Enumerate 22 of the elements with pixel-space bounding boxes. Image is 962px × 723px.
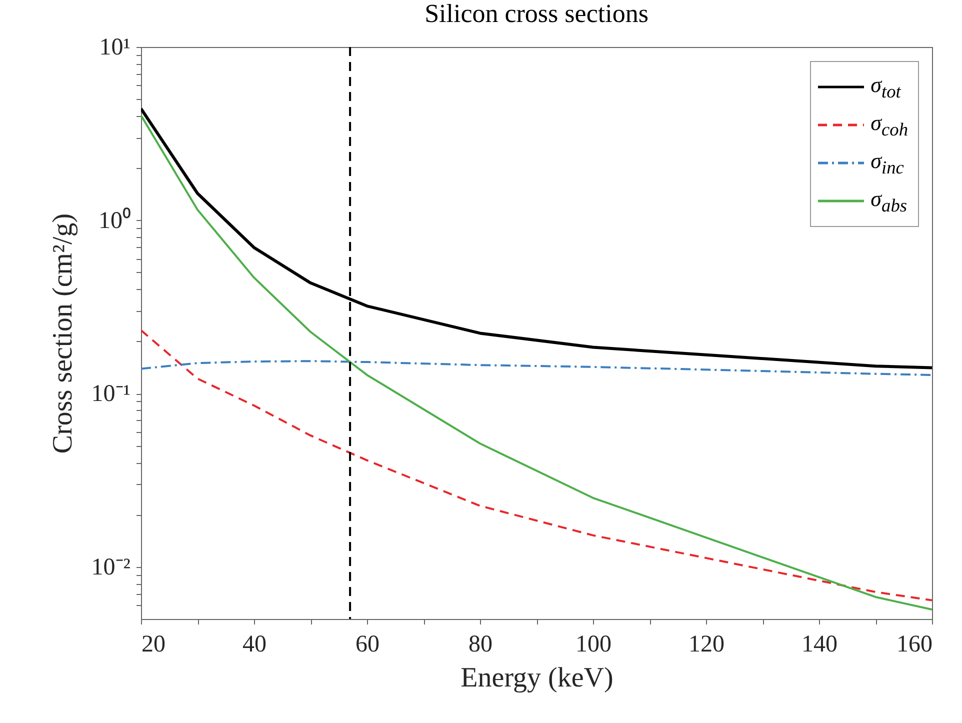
y-axis-title: Cross section (cm²/g) <box>47 213 78 454</box>
x-tick-label: 60 <box>356 632 380 658</box>
y-tick-label: 10⁰ <box>98 206 130 234</box>
line-series <box>141 360 932 376</box>
x-axis-title: Energy (keV) <box>460 662 614 694</box>
x-tick-label: 120 <box>688 632 724 658</box>
line-series <box>141 114 932 611</box>
y-tick-label: 10⁻¹ <box>91 381 130 408</box>
x-tick-label: 160 <box>896 632 932 658</box>
y-tick-label: 10⁻² <box>91 554 130 580</box>
chart-title: Silicon cross sections <box>424 0 648 28</box>
legend-label: σ$_{tot}$ <box>870 72 901 102</box>
legend-label: σ$_{abs}$ <box>870 186 907 216</box>
legend-label: σ$_{inc}$ <box>870 148 904 178</box>
x-tick-label: 80 <box>468 632 492 658</box>
x-tick-label: 100 <box>576 632 612 658</box>
line-series <box>141 329 932 602</box>
legend-label: σ$_{coh}$ <box>870 110 908 140</box>
x-tick-label: 40 <box>242 632 266 658</box>
x-tick-label: 20 <box>142 632 166 658</box>
y-tick-label: 10¹ <box>99 34 130 60</box>
x-tick-label: 140 <box>802 632 838 658</box>
